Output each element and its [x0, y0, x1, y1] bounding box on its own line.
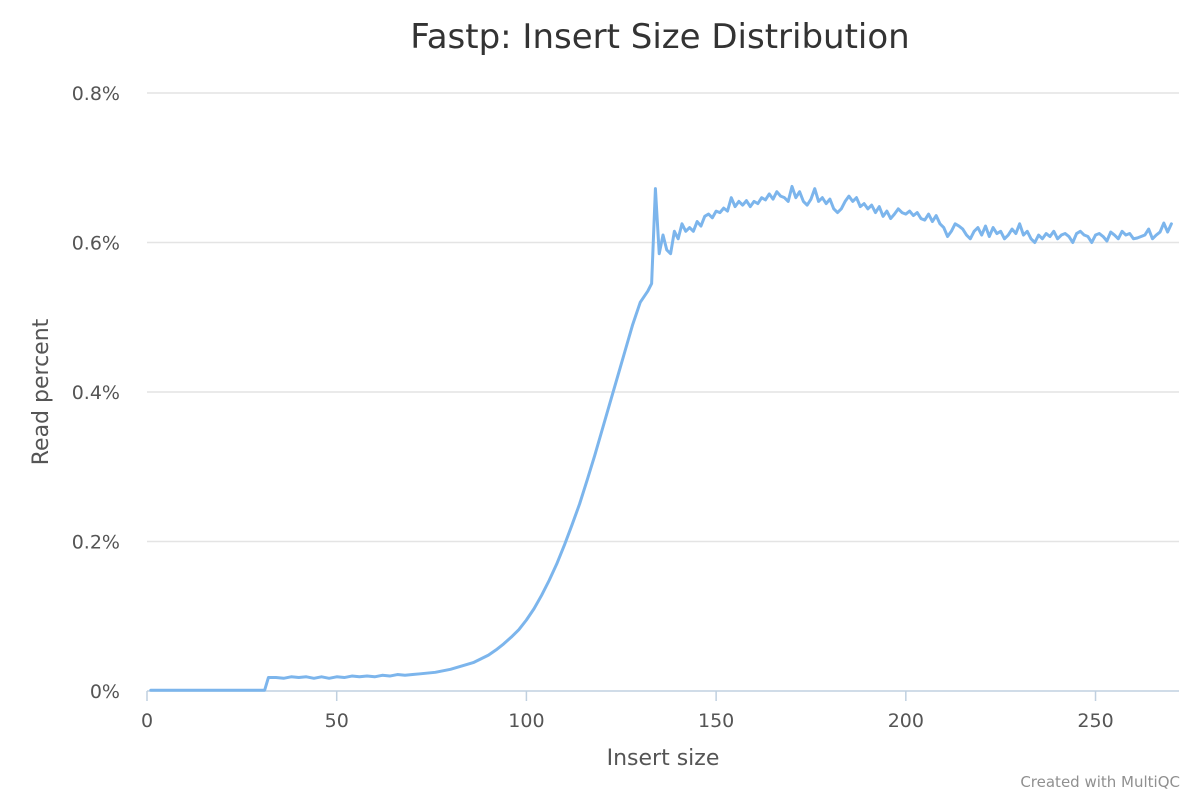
y-tick-label: 0% — [90, 681, 120, 703]
grid-lines — [147, 92, 1179, 543]
chart-title: Fastp: Insert Size Distribution — [410, 17, 909, 57]
x-tick-label: 100 — [508, 710, 544, 732]
y-tick-label: 0.2% — [72, 532, 120, 554]
x-tick-label: 50 — [325, 710, 349, 732]
x-tick-label: 250 — [1077, 710, 1113, 732]
x-tick-label: 200 — [888, 710, 924, 732]
x-tick-label: 0 — [141, 710, 153, 732]
x-axis-title: Insert size — [607, 746, 720, 771]
y-tick-label: 0.4% — [72, 382, 120, 404]
credit-label[interactable]: Created with MultiQC — [1020, 773, 1180, 791]
series-line-0[interactable] — [149, 184, 1173, 692]
y-tick-label: 0.6% — [72, 233, 120, 255]
y-tick-label: 0.8% — [72, 83, 120, 105]
x-tick-label: 150 — [698, 710, 734, 732]
axes: 0% 0.2% 0.4% 0.6% 0.8% 0 50 100 150 200 250 — [72, 83, 1179, 732]
series-layer — [149, 184, 1173, 692]
y-axis-title: Read percent — [29, 318, 54, 465]
